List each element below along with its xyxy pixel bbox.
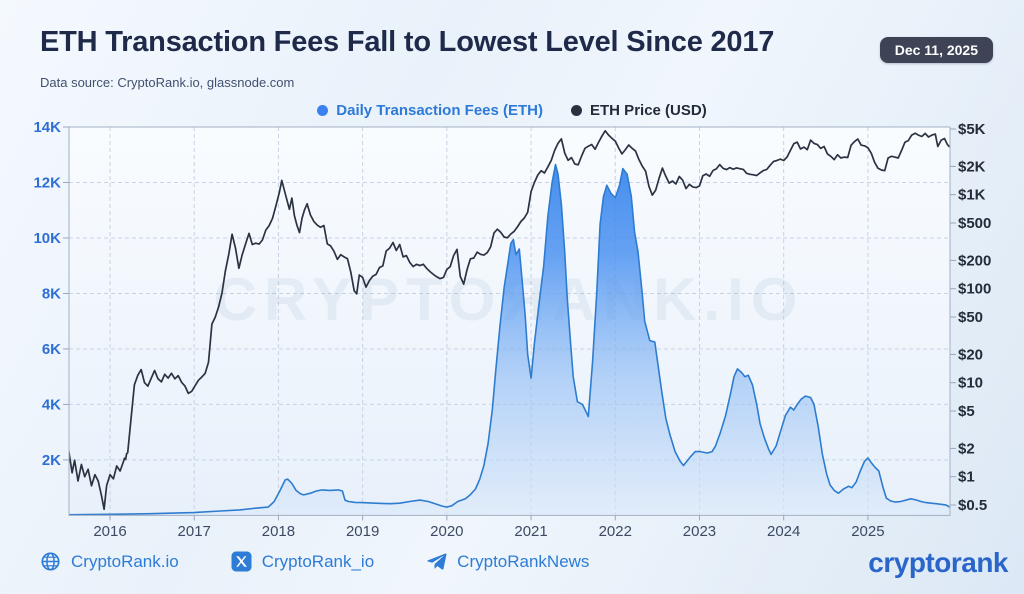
x-axis-labels: 2016 2017 2018 2019 2020 2021 2022 2023 2024 2025 bbox=[93, 523, 884, 540]
twitter-link-label: CryptoRank_io bbox=[261, 551, 375, 571]
svg-text:2020: 2020 bbox=[430, 523, 463, 540]
svg-text:$50: $50 bbox=[958, 309, 983, 326]
svg-text:4K: 4K bbox=[42, 396, 61, 413]
svg-text:$20: $20 bbox=[958, 346, 983, 363]
svg-text:$5: $5 bbox=[958, 403, 975, 420]
svg-text:8K: 8K bbox=[42, 285, 61, 302]
globe-icon bbox=[40, 551, 61, 572]
footer-social-links: CryptoRank.io CryptoRank_io CryptoRankNe… bbox=[40, 551, 589, 572]
svg-text:$2K: $2K bbox=[958, 158, 986, 175]
legend-item-fees: Daily Transaction Fees (ETH) bbox=[317, 102, 543, 119]
chart-legend: Daily Transaction Fees (ETH) ETH Price (… bbox=[0, 102, 1024, 119]
left-axis-labels: 2K 4K 6K 8K 10K 12K 14K bbox=[33, 119, 61, 469]
cryptorank-logo: cryptorank bbox=[868, 547, 1008, 578]
price-legend-dot-icon bbox=[571, 105, 583, 116]
svg-text:2023: 2023 bbox=[683, 523, 716, 540]
svg-text:12K: 12K bbox=[33, 174, 61, 191]
svg-text:$500: $500 bbox=[958, 215, 991, 232]
legend-item-price: ETH Price (USD) bbox=[571, 102, 707, 119]
svg-text:$1K: $1K bbox=[958, 187, 986, 204]
telegram-link-label: CryptoRankNews bbox=[457, 551, 590, 571]
svg-text:2024: 2024 bbox=[767, 523, 800, 540]
svg-text:$10: $10 bbox=[958, 375, 983, 392]
svg-text:2025: 2025 bbox=[851, 523, 884, 540]
svg-text:$200: $200 bbox=[958, 252, 991, 269]
svg-text:$5K: $5K bbox=[958, 121, 986, 138]
svg-text:$1: $1 bbox=[958, 469, 975, 486]
svg-text:6K: 6K bbox=[42, 341, 61, 358]
svg-text:14K: 14K bbox=[33, 119, 61, 136]
right-axis-labels: $0.5 $1 $2 $5 $10 $20 $50 $100 $200 $500 $1K $2K $5K bbox=[958, 121, 991, 514]
svg-text:2018: 2018 bbox=[262, 523, 295, 540]
website-link-label: CryptoRank.io bbox=[71, 551, 179, 571]
axis-ticks bbox=[63, 126, 956, 521]
svg-text:$100: $100 bbox=[958, 281, 991, 298]
svg-text:2021: 2021 bbox=[514, 523, 547, 540]
website-link[interactable]: CryptoRank.io bbox=[40, 551, 179, 572]
svg-text:2017: 2017 bbox=[178, 523, 211, 540]
price-legend-label: ETH Price (USD) bbox=[590, 102, 707, 119]
svg-text:$2: $2 bbox=[958, 440, 975, 457]
fees-legend-label: Daily Transaction Fees (ETH) bbox=[336, 102, 544, 119]
svg-text:$0.5: $0.5 bbox=[958, 497, 987, 514]
x-icon bbox=[231, 551, 252, 572]
svg-text:2022: 2022 bbox=[599, 523, 632, 540]
svg-text:2016: 2016 bbox=[93, 523, 126, 540]
price-line-series bbox=[69, 129, 950, 511]
telegram-link[interactable]: CryptoRankNews bbox=[426, 551, 589, 572]
date-badge: Dec 11, 2025 bbox=[879, 37, 993, 63]
telegram-icon bbox=[426, 551, 447, 572]
data-source-note: Data source: CryptoRank.io, glassnode.co… bbox=[40, 75, 295, 90]
svg-text:10K: 10K bbox=[33, 230, 61, 247]
svg-text:2K: 2K bbox=[42, 452, 61, 469]
fees-area-series bbox=[69, 163, 950, 516]
fees-legend-dot-icon bbox=[317, 105, 329, 116]
twitter-link[interactable]: CryptoRank_io bbox=[231, 551, 374, 572]
plot-border bbox=[68, 126, 951, 516]
page-title: ETH Transaction Fees Fall to Lowest Leve… bbox=[40, 26, 775, 58]
svg-text:2019: 2019 bbox=[346, 523, 379, 540]
